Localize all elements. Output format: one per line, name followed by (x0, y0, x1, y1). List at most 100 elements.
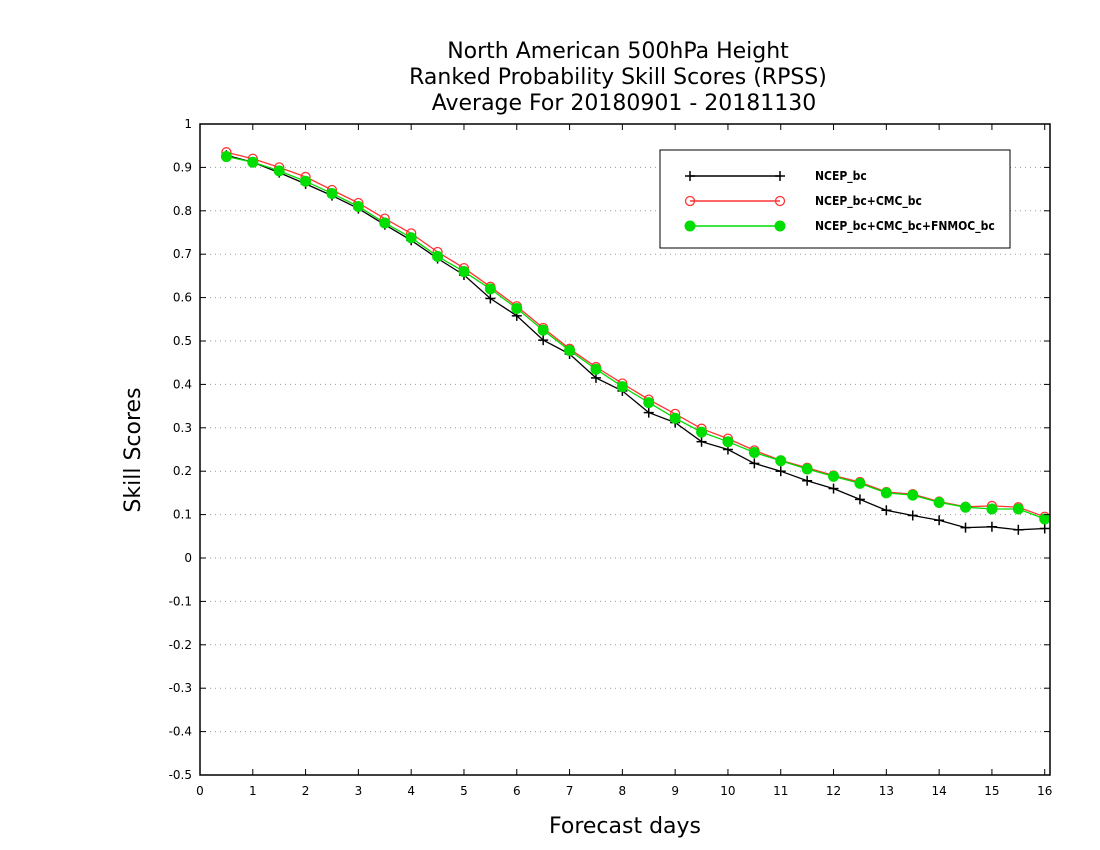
data-point (1012, 503, 1024, 515)
x-tick-label: 0 (196, 784, 204, 798)
data-point (802, 475, 813, 486)
x-tick-label: 1 (249, 784, 257, 798)
data-point (749, 458, 760, 469)
x-tick-label: 4 (407, 784, 415, 798)
x-tick-label: 13 (879, 784, 894, 798)
legend-label: NCEP_bc (815, 169, 867, 184)
x-tick-label: 9 (671, 784, 679, 798)
data-point (854, 477, 866, 489)
data-point (590, 363, 602, 375)
data-point (484, 283, 496, 295)
x-tick-label: 15 (984, 784, 999, 798)
data-point (1013, 524, 1024, 535)
legend-marker (775, 171, 785, 181)
y-tick-label: 1 (184, 117, 192, 131)
x-tick-label: 16 (1037, 784, 1052, 798)
data-point (880, 487, 892, 499)
legend: NCEP_bc NCEP_bc+CMC_bc NCEP_bc+CMC_bc+FNMO… (659, 149, 1011, 249)
data-point (538, 335, 549, 346)
data-point (986, 503, 998, 515)
data-point (828, 483, 839, 494)
data-point (1039, 523, 1050, 534)
data-point (379, 217, 391, 229)
data-point (564, 345, 576, 357)
data-point (326, 187, 338, 199)
data-point (643, 397, 655, 409)
data-point (537, 324, 549, 336)
legend-box (659, 149, 1011, 249)
legend-marker (684, 220, 696, 232)
y-tick-label: 0.1 (173, 508, 192, 522)
y-tick-label: 0.9 (173, 160, 192, 174)
data-point (854, 494, 865, 505)
data-point (722, 436, 734, 448)
x-tick-label: 8 (619, 784, 627, 798)
data-point (300, 175, 312, 187)
data-point (220, 151, 232, 163)
title-line-2: Ranked Probability Skill Scores (RPSS) (409, 65, 827, 90)
legend-marker (774, 195, 786, 207)
legend-label: NCEP_bc+CMC_bc+FNMOC_bc (815, 219, 995, 234)
data-point (960, 501, 972, 513)
legend-label: NCEP_bc+CMC_bc (815, 194, 922, 209)
y-tick-label: 0.6 (173, 291, 192, 305)
plot-frame (199, 123, 1051, 776)
grid-lines (200, 166, 1050, 733)
y-tick-label: 0 (184, 551, 192, 565)
y-tick-label: 0.8 (173, 204, 192, 218)
y-tick-label: 0.3 (173, 421, 192, 435)
series-layer (220, 147, 1051, 535)
data-point (273, 165, 285, 177)
chart-title: North American 500hPa Height Ranked Prob… (409, 39, 827, 116)
x-tick-label: 3 (355, 784, 363, 798)
data-point (405, 232, 417, 244)
x-tick-label: 11 (773, 784, 788, 798)
data-point (881, 505, 892, 516)
data-point (934, 515, 945, 526)
series-line (226, 154, 1045, 531)
data-point (775, 466, 786, 477)
y-tick-label: 0.7 (173, 247, 192, 261)
data-point (907, 510, 918, 521)
data-point (352, 200, 364, 212)
data-point (432, 250, 444, 262)
series-2 (220, 151, 1051, 525)
x-tick-label: 5 (460, 784, 468, 798)
data-point (748, 447, 760, 459)
title-line-3: Average For 20180901 - 20181130 (432, 91, 817, 116)
title-line-1: North American 500hPa Height (447, 39, 789, 64)
y-tick-label: 0.4 (173, 377, 192, 391)
data-point (775, 455, 787, 467)
data-point (907, 489, 919, 501)
data-point (643, 407, 654, 418)
y-tick-label: -0.4 (169, 725, 192, 739)
y-tick-label: -0.5 (169, 768, 192, 782)
data-point (1039, 513, 1051, 525)
x-tick-label: 6 (513, 784, 521, 798)
data-point (986, 521, 997, 532)
x-axis-label: Forecast days (549, 814, 701, 839)
x-tick-label: 2 (302, 784, 310, 798)
legend-entry: NCEP_bc+CMC_bc+FNMOC_bc (684, 219, 995, 234)
data-point (801, 463, 813, 475)
data-point (696, 426, 708, 438)
data-point (669, 412, 681, 424)
legend-entry: NCEP_bc+CMC_bc (684, 194, 922, 209)
x-tick-label: 14 (931, 784, 946, 798)
axis-ticks: -0.5 -0.4 -0.3 -0.2 -0.1 0 0.1 0.2 0.3 0.4 0.5 0.6 0… (169, 117, 1053, 798)
data-point (828, 470, 840, 482)
legend-marker (685, 171, 695, 181)
data-point (933, 496, 945, 508)
y-axis-label: Skill Scores (121, 387, 146, 512)
x-tick-label: 7 (566, 784, 574, 798)
x-tick-label: 12 (826, 784, 841, 798)
y-tick-label: -0.3 (169, 681, 192, 695)
data-point (616, 381, 628, 393)
y-tick-label: 0.2 (173, 464, 192, 478)
y-tick-label: -0.2 (169, 638, 192, 652)
data-point (511, 302, 523, 314)
data-point (485, 293, 496, 304)
data-point (247, 156, 259, 168)
